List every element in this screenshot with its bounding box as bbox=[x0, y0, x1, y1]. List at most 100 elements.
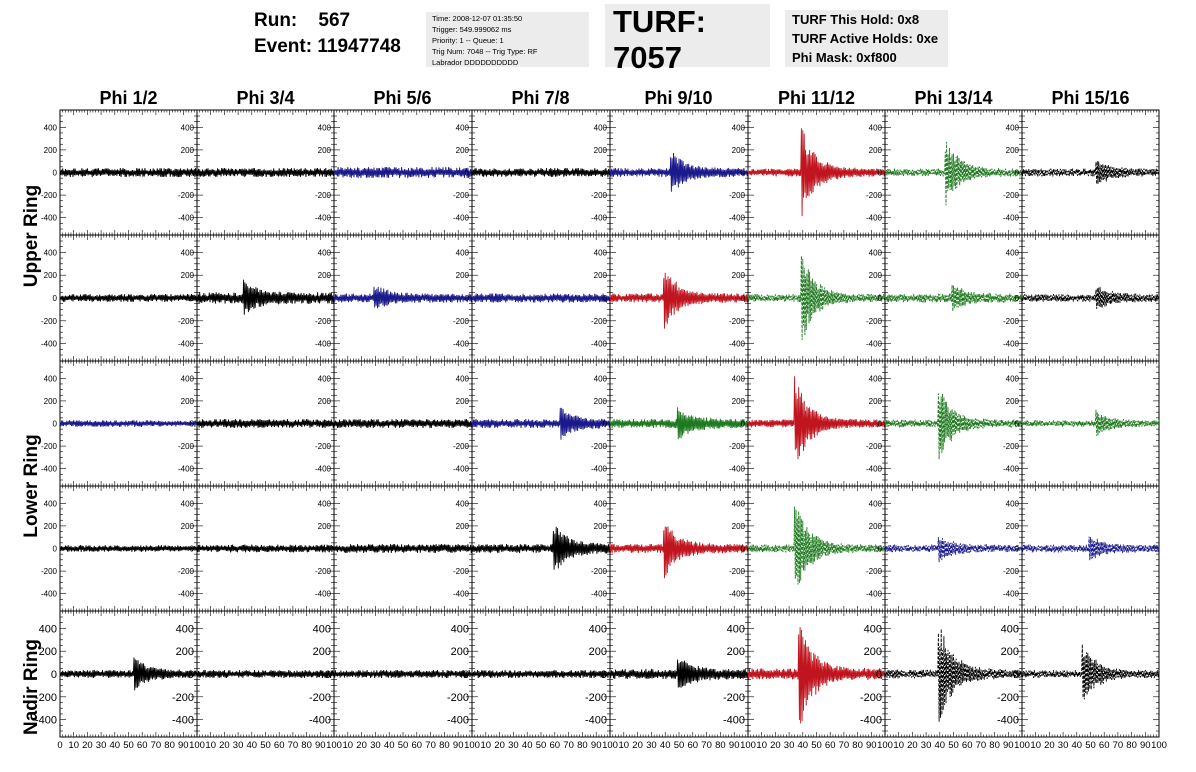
y-tick-label: 0 bbox=[1015, 545, 1020, 554]
y-tick-label: 0 bbox=[327, 169, 332, 178]
y-tick-label: -200 bbox=[315, 317, 332, 326]
y-tick-label: -400 bbox=[315, 214, 332, 223]
waveform-series bbox=[333, 166, 473, 179]
trigger-info-box: Time: 2008-12-07 01:35:50 Trigger: 549.9… bbox=[426, 12, 589, 67]
y-tick-label: -200 bbox=[866, 191, 883, 200]
y-tick-label: -400 bbox=[315, 590, 332, 599]
y-tick-label: -200 bbox=[453, 191, 470, 200]
y-tick-label: -400 bbox=[1003, 340, 1020, 349]
y-tick-label: -400 bbox=[453, 340, 470, 349]
y-tick-label: 200 bbox=[732, 522, 746, 531]
y-tick-label: 0 bbox=[741, 294, 746, 303]
y-tick-label: -200 bbox=[41, 442, 58, 451]
y-tick-label: 400 bbox=[1006, 248, 1020, 257]
y-tick-label: 0 bbox=[327, 294, 332, 303]
y-tick-label: 400 bbox=[869, 499, 883, 508]
y-tick-label: 200 bbox=[456, 397, 470, 406]
y-tick-label: 400 bbox=[44, 374, 58, 383]
y-tick-label: 200 bbox=[44, 522, 58, 531]
run-event-block: Run: 567 Event: 11947748 bbox=[254, 8, 401, 60]
waveform-series bbox=[747, 128, 886, 217]
y-tick-label: 200 bbox=[1006, 271, 1020, 280]
y-tick-label: 200 bbox=[732, 146, 746, 155]
run-value: 567 bbox=[318, 10, 351, 31]
waveform-series bbox=[333, 286, 473, 309]
y-tick-label: 400 bbox=[456, 123, 470, 132]
y-tick-label: -200 bbox=[1003, 567, 1020, 576]
y-tick-label: 200 bbox=[1006, 522, 1020, 531]
waveform-series bbox=[196, 418, 335, 429]
y-tick-label: 0 bbox=[53, 420, 58, 429]
y-tick-label: -200 bbox=[41, 317, 58, 326]
y-tick-label: -400 bbox=[1003, 214, 1020, 223]
y-tick-label: 200 bbox=[869, 522, 883, 531]
info-trig-num: Trig Num: 7048 -- Trig Type: RF bbox=[432, 47, 538, 56]
y-tick-label: -200 bbox=[729, 317, 746, 326]
y-tick-label: -200 bbox=[41, 567, 58, 576]
column-header-phi-15-16: Phi 15/16 bbox=[1051, 88, 1130, 108]
y-tick-label: 200 bbox=[181, 397, 195, 406]
waveform-series bbox=[471, 526, 611, 570]
y-tick-label: 400 bbox=[318, 374, 332, 383]
y-tick-label: -400 bbox=[591, 465, 608, 474]
y-tick-label: -400 bbox=[729, 465, 746, 474]
y-tick-label: -200 bbox=[315, 567, 332, 576]
y-tick-label: 0 bbox=[741, 420, 746, 429]
y-tick-label: -400 bbox=[1003, 590, 1020, 599]
waveform-series bbox=[609, 272, 749, 329]
turf-active-holds: TURF Active Holds: 0xe bbox=[792, 31, 939, 46]
y-tick-label: -200 bbox=[866, 567, 883, 576]
y-tick-label: 400 bbox=[869, 123, 883, 132]
waveform-series bbox=[747, 376, 886, 460]
y-tick-label: -400 bbox=[729, 590, 746, 599]
y-tick-label: -400 bbox=[178, 590, 195, 599]
waveform-series bbox=[884, 393, 1023, 460]
turf-this-hold: TURF This Hold: 0x8 bbox=[792, 12, 920, 27]
y-tick-label: -200 bbox=[453, 317, 470, 326]
y-tick-label: 0 bbox=[603, 294, 608, 303]
column-header-phi-9-10: Phi 9/10 bbox=[644, 88, 713, 108]
y-tick-label: 0 bbox=[53, 545, 58, 554]
waveform-series bbox=[609, 152, 749, 192]
y-tick-label: 400 bbox=[181, 374, 195, 383]
waveform-series bbox=[747, 255, 886, 341]
waveform-series bbox=[609, 526, 749, 579]
y-tick-label: -200 bbox=[453, 567, 470, 576]
waveform-series bbox=[196, 167, 335, 178]
turf-box: TURF: 7057 bbox=[605, 4, 770, 75]
y-tick-label: 0 bbox=[53, 294, 58, 303]
y-tick-label: -400 bbox=[315, 340, 332, 349]
y-tick-label: -200 bbox=[41, 191, 58, 200]
y-tick-label: 400 bbox=[456, 499, 470, 508]
y-tick-label: 400 bbox=[456, 248, 470, 257]
waveform-series bbox=[59, 420, 198, 427]
y-tick-label: 200 bbox=[594, 271, 608, 280]
y-tick-label: -400 bbox=[178, 465, 195, 474]
info-priority: Priority: 1 -- Queue: 1 bbox=[432, 36, 504, 45]
run-label: Run: bbox=[254, 10, 298, 31]
y-tick-label: 400 bbox=[44, 248, 58, 257]
y-tick-label: -200 bbox=[178, 191, 195, 200]
info-labrador: Labrador DDDDDDDDDD bbox=[432, 58, 519, 67]
waveform-series bbox=[1021, 536, 1160, 561]
y-tick-label: 0 bbox=[1015, 169, 1020, 178]
waveform-series bbox=[1021, 286, 1160, 309]
waveform-series bbox=[1021, 409, 1160, 436]
y-tick-label: 200 bbox=[318, 146, 332, 155]
event-line: Event: 11947748 bbox=[254, 34, 401, 60]
column-header-phi-13-14: Phi 13/14 bbox=[914, 88, 993, 108]
y-tick-label: 200 bbox=[318, 397, 332, 406]
waveform-series bbox=[471, 167, 611, 178]
y-tick-label: 400 bbox=[594, 374, 608, 383]
y-tick-label: 0 bbox=[465, 545, 470, 554]
y-tick-label: 0 bbox=[190, 420, 195, 429]
y-tick-label: -200 bbox=[178, 317, 195, 326]
y-tick-label: 0 bbox=[603, 420, 608, 429]
y-tick-label: 400 bbox=[732, 123, 746, 132]
waveform-series bbox=[609, 407, 749, 440]
y-tick-label: 200 bbox=[1006, 146, 1020, 155]
y-tick-label: 0 bbox=[465, 169, 470, 178]
y-tick-label: 400 bbox=[732, 248, 746, 257]
y-tick-label: 200 bbox=[181, 271, 195, 280]
y-tick-label: 200 bbox=[181, 522, 195, 531]
